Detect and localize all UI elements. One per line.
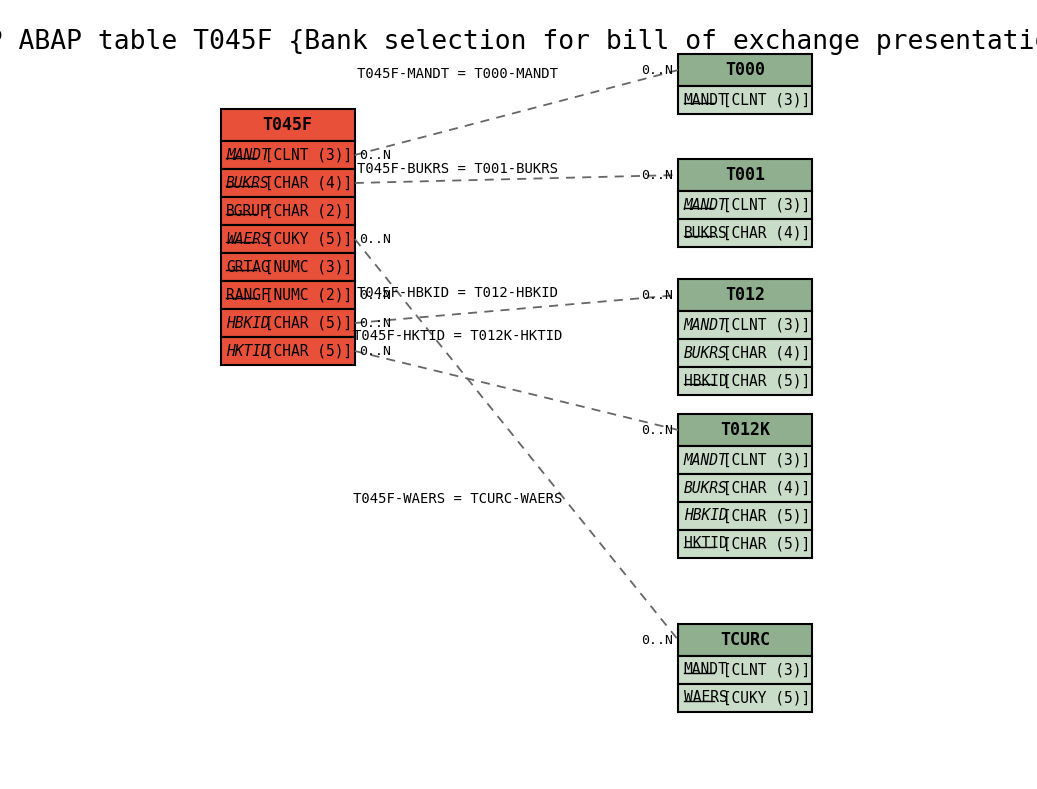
Text: HBKID: HBKID [226, 316, 270, 331]
Text: 0..N: 0..N [359, 345, 391, 357]
Text: 0..N: 0..N [359, 233, 391, 245]
Text: [CHAR (5)]: [CHAR (5)] [256, 343, 353, 358]
Text: [NUMC (3)]: [NUMC (3)] [256, 260, 353, 275]
Text: 0..N: 0..N [359, 289, 391, 301]
Bar [221, 337, 355, 365]
Text: TCURC: TCURC [721, 631, 770, 649]
Text: T012K: T012K [721, 421, 770, 439]
Bar [678, 279, 812, 311]
Text: BGRUP: BGRUP [226, 204, 270, 219]
Text: MANDT: MANDT [226, 148, 270, 163]
Text: [NUMC (2)]: [NUMC (2)] [256, 287, 353, 302]
Text: [CHAR (5)]: [CHAR (5)] [713, 373, 810, 388]
Text: 0..N: 0..N [641, 169, 673, 181]
Bar [678, 191, 812, 219]
Text: [CHAR (5)]: [CHAR (5)] [256, 316, 353, 331]
Text: [CHAR (5)]: [CHAR (5)] [713, 537, 810, 552]
Text: BUKRS: BUKRS [683, 226, 727, 241]
Text: T045F-WAERS = TCURC-WAERS: T045F-WAERS = TCURC-WAERS [354, 492, 563, 506]
Text: MANDT: MANDT [683, 663, 727, 678]
Text: HBKID: HBKID [683, 508, 727, 523]
Text: SAP ABAP table T045F {Bank selection for bill of exchange presentation}: SAP ABAP table T045F {Bank selection for… [0, 29, 1037, 55]
Bar [678, 367, 812, 395]
Text: [CLNT (3)]: [CLNT (3)] [713, 453, 810, 468]
Text: T012: T012 [725, 286, 765, 304]
Text: T045F-HKTID = T012K-HKTID: T045F-HKTID = T012K-HKTID [354, 329, 563, 343]
Bar [678, 446, 812, 474]
Text: T045F-MANDT = T000-MANDT: T045F-MANDT = T000-MANDT [358, 67, 559, 81]
Text: T000: T000 [725, 61, 765, 79]
Text: MANDT: MANDT [683, 92, 727, 107]
Bar [221, 197, 355, 225]
Text: [CLNT (3)]: [CLNT (3)] [713, 663, 810, 678]
Bar [678, 86, 812, 114]
Bar [678, 624, 812, 656]
Text: T045F: T045F [262, 116, 313, 134]
Bar [221, 281, 355, 309]
Text: [CLNT (3)]: [CLNT (3)] [713, 197, 810, 212]
Text: 0.:N: 0.:N [359, 316, 391, 330]
Text: T045F-HBKID = T012-HBKID: T045F-HBKID = T012-HBKID [358, 286, 559, 300]
Bar [221, 169, 355, 197]
Bar [678, 339, 812, 367]
Text: [CHAR (4)]: [CHAR (4)] [713, 226, 810, 241]
Bar [221, 253, 355, 281]
Text: WAERS: WAERS [683, 690, 727, 705]
Text: HKTID: HKTID [683, 537, 727, 552]
Text: BUKRS: BUKRS [683, 346, 727, 361]
Bar [678, 530, 812, 558]
Bar [221, 141, 355, 169]
Text: BUKRS: BUKRS [226, 175, 270, 190]
Text: 0..N: 0..N [641, 289, 673, 301]
Text: 0..N: 0..N [641, 424, 673, 436]
Text: RANGF: RANGF [226, 287, 270, 302]
Bar [221, 309, 355, 337]
Text: MANDT: MANDT [683, 453, 727, 468]
Bar [678, 414, 812, 446]
Text: [CUKY (5)]: [CUKY (5)] [713, 690, 810, 705]
Text: [CLNT (3)]: [CLNT (3)] [713, 317, 810, 332]
Bar [678, 656, 812, 684]
Text: BUKRS: BUKRS [683, 481, 727, 495]
Text: [CLNT (3)]: [CLNT (3)] [256, 148, 353, 163]
Bar [678, 684, 812, 712]
Bar [678, 54, 812, 86]
Bar [221, 109, 355, 141]
Text: T001: T001 [725, 166, 765, 184]
Bar [678, 502, 812, 530]
Text: 0..N: 0..N [641, 63, 673, 77]
Text: [CLNT (3)]: [CLNT (3)] [713, 92, 810, 107]
Text: 0..N: 0..N [641, 634, 673, 646]
Text: 0..N: 0..N [359, 148, 391, 162]
Bar [678, 311, 812, 339]
Text: HBKID: HBKID [683, 373, 727, 388]
Text: WAERS: WAERS [226, 231, 270, 246]
Text: [CHAR (4)]: [CHAR (4)] [713, 481, 810, 495]
Text: MANDT: MANDT [683, 197, 727, 212]
Text: MANDT: MANDT [683, 317, 727, 332]
Bar [678, 159, 812, 191]
Text: [CHAR (5)]: [CHAR (5)] [713, 508, 810, 523]
Text: [CHAR (2)]: [CHAR (2)] [256, 204, 353, 219]
Text: [CHAR (4)]: [CHAR (4)] [713, 346, 810, 361]
Text: HKTID: HKTID [226, 343, 270, 358]
Text: [CUKY (5)]: [CUKY (5)] [256, 231, 353, 246]
Bar [221, 225, 355, 253]
Bar [678, 219, 812, 247]
Text: GRTAG: GRTAG [226, 260, 270, 275]
Bar [678, 474, 812, 502]
Text: T045F-BUKRS = T001-BUKRS: T045F-BUKRS = T001-BUKRS [358, 162, 559, 176]
Text: [CHAR (4)]: [CHAR (4)] [256, 175, 353, 190]
